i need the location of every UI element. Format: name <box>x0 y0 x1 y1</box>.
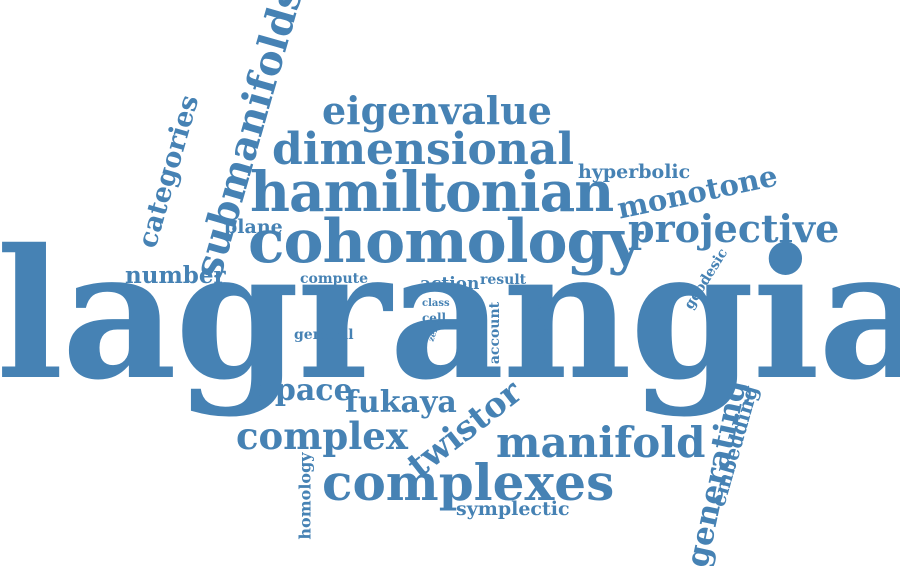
word-result: result <box>480 272 527 288</box>
word-fukaya: fukaya <box>345 385 457 420</box>
word-complex: complex <box>236 414 408 458</box>
word-cell: cell <box>422 311 447 325</box>
word-hamiltonian: hamiltonian <box>250 159 614 224</box>
word-account: account <box>487 301 504 365</box>
word-cohomology: cohomology <box>248 207 642 277</box>
word-eigenvalue: eigenvalue <box>322 88 552 133</box>
word-dimensional: dimensional <box>272 124 575 175</box>
word-projective: projective <box>628 206 840 251</box>
word-plane: plane <box>224 216 283 238</box>
word-hyperbolic: hyperbolic <box>578 161 691 183</box>
word-symplectic: symplectic <box>456 498 570 520</box>
word-compact: compact <box>533 299 550 367</box>
word-number: number <box>125 262 226 289</box>
word-action: action <box>420 274 480 294</box>
word-complexes: complexes <box>322 453 615 512</box>
word-general: general <box>294 327 354 343</box>
word-lagrangian: lagrangian <box>0 210 900 419</box>
word-compute: compute <box>300 271 369 287</box>
word-class: class <box>422 298 450 309</box>
word-homology: homology <box>295 452 315 540</box>
word-space: space <box>258 373 353 408</box>
word-manifold: manifold <box>496 418 706 467</box>
